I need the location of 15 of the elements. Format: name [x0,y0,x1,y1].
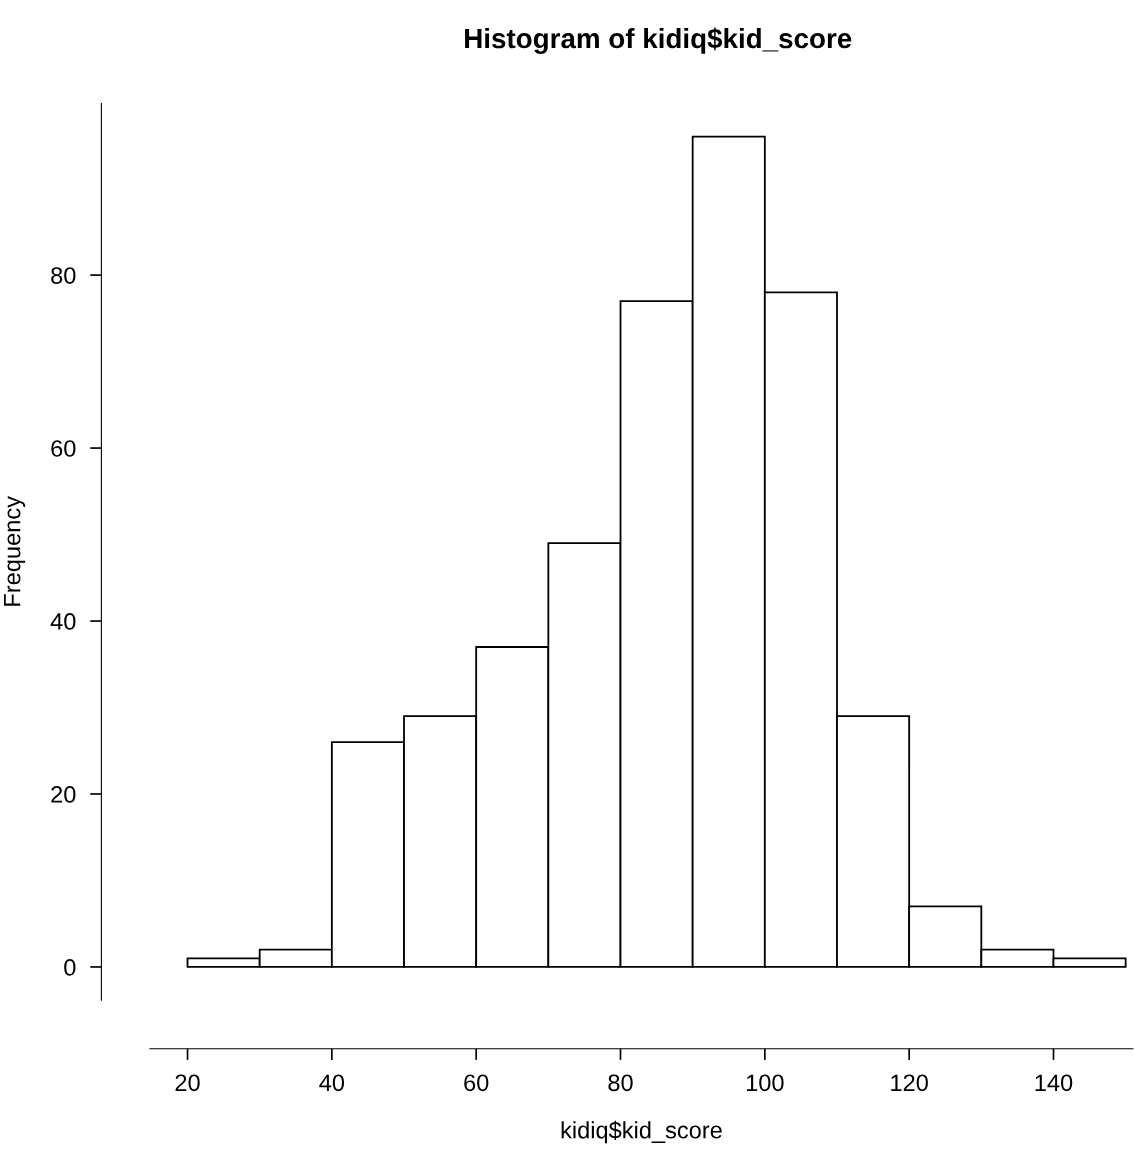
y-tick-label: 60 [51,440,76,457]
x-tick-label: 100 [746,1074,784,1092]
y-tick-label: 20 [51,786,76,803]
y-tick-label: 0 [64,959,76,976]
y-axis-title: Frequency [3,496,26,606]
x-tick-label: 20 [175,1074,200,1092]
x-tick-label: 140 [1035,1074,1073,1092]
x-tick-label: 60 [464,1074,489,1092]
x-tick-label: 40 [319,1074,345,1092]
x-axis-title: kidiq$kid_score [561,1120,722,1144]
x-tick-label: 80 [608,1074,633,1092]
chart-title: Histogram of kidiq$kid_score [465,27,852,54]
x-tick-label: 120 [891,1074,928,1092]
y-tick-label: 80 [51,267,76,284]
y-tick-label: 40 [50,613,76,630]
